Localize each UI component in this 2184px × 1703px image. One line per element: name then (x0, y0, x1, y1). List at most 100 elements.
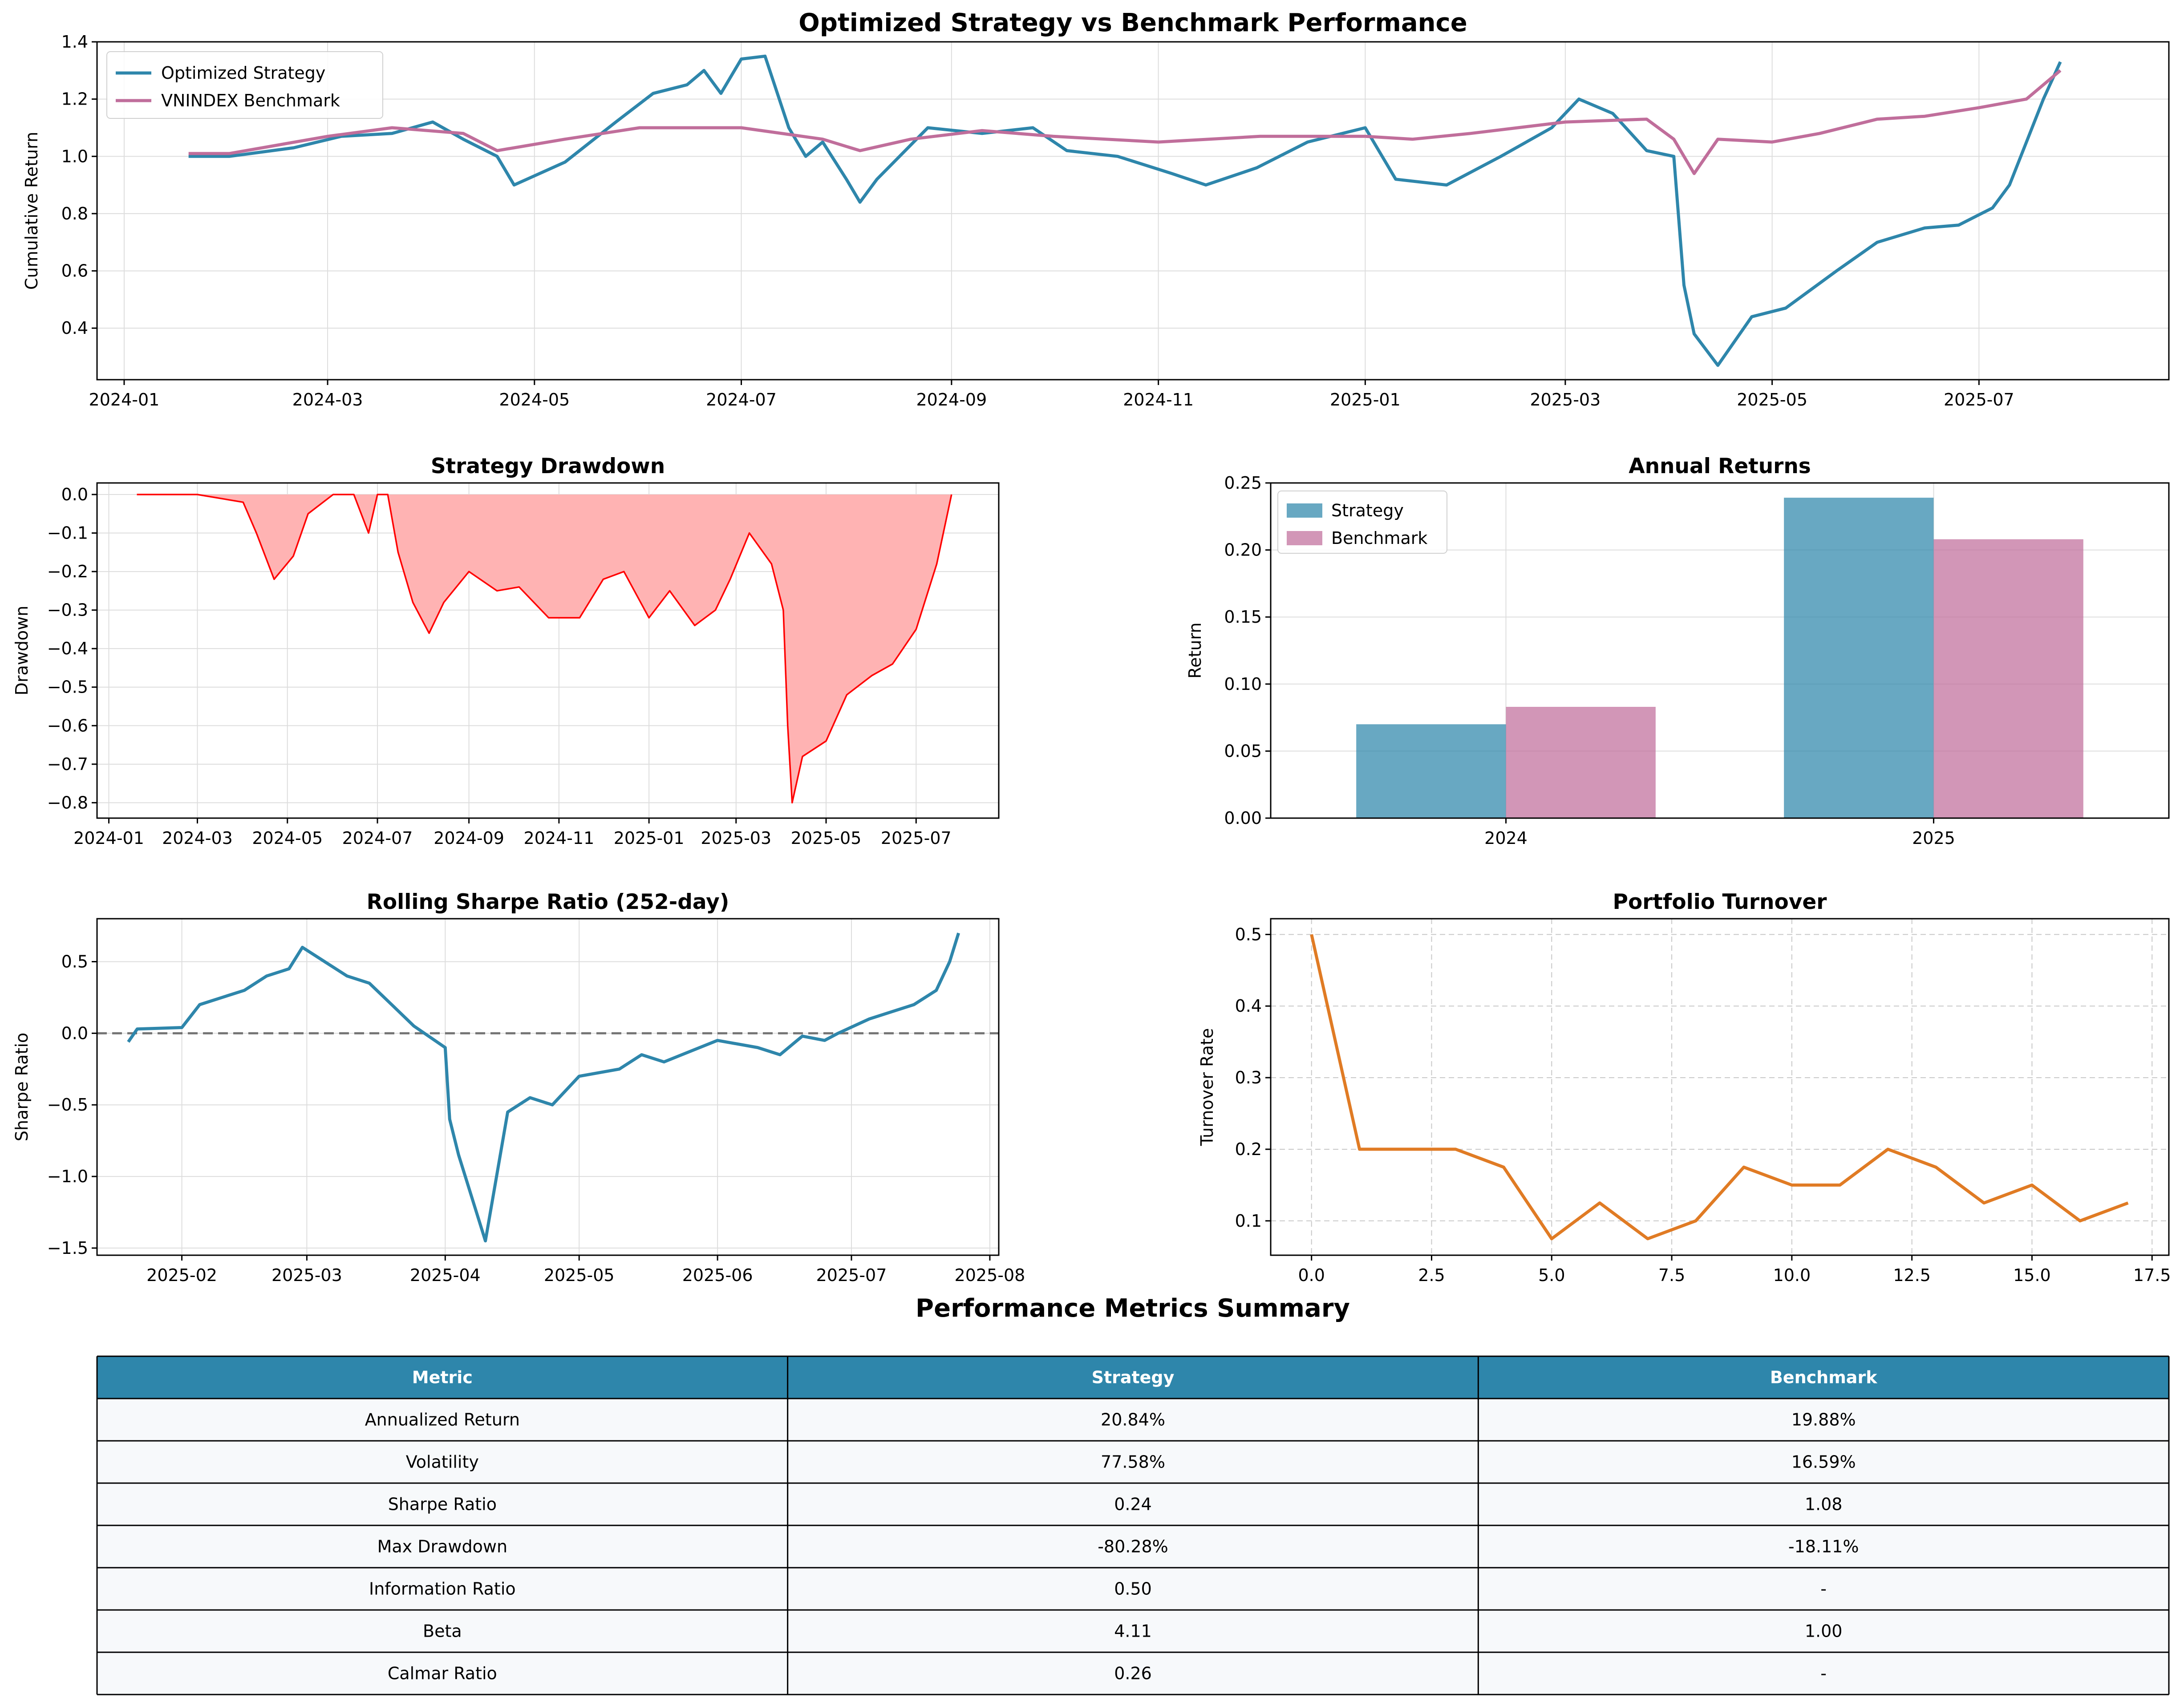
turnover-frame (1270, 918, 2170, 1256)
cumulative-ytick-label: 1.2 (61, 89, 88, 109)
annual-ytick-label: 0.15 (1224, 607, 1262, 627)
table-cell: 1.08 (1805, 1495, 1843, 1514)
table-cell: Volatility (406, 1452, 479, 1472)
table-row: Max Drawdown -80.28% -18.11% (97, 1525, 2169, 1568)
table-row-bg (97, 1399, 2169, 1441)
drawdown-ytick-label: −0.3 (47, 600, 88, 620)
bar-benchmark-2025 (1933, 539, 2083, 818)
drawdown-xtick-label: 2024-11 (523, 828, 594, 848)
table-row: Sharpe Ratio 0.24 1.08 (97, 1483, 2169, 1525)
drawdown-xtick-label: 2024-03 (162, 828, 233, 848)
cumulative-ytick-label: 1.0 (61, 146, 88, 166)
table-cell: -18.11% (1788, 1537, 1859, 1557)
turnover-xtick-label: 5.0 (1538, 1265, 1565, 1285)
cumulative-xtick-label: 2025-03 (1530, 390, 1601, 410)
table-header (97, 1356, 2169, 1399)
turnover-xtick-label: 7.5 (1658, 1265, 1685, 1285)
legend-swatch (1287, 531, 1322, 545)
sharpe-frame (96, 918, 1000, 1256)
cumulative-ytick-label: 0.4 (61, 318, 88, 338)
turnover-xtick-label: 12.5 (1893, 1265, 1931, 1285)
sharpe-ytick-label: 0.5 (61, 952, 88, 972)
bar-benchmark-2024 (1506, 707, 1656, 818)
drawdown-xtick-label: 2025-01 (614, 828, 685, 848)
table-row: Volatility 77.58% 16.59% (97, 1441, 2169, 1483)
sharpe-xtick-label: 2025-07 (816, 1265, 887, 1285)
sharpe-ylabel: Sharpe Ratio (12, 1033, 32, 1141)
cumulative-xtick-label: 2024-03 (292, 390, 363, 410)
table-cell: 0.50 (1114, 1579, 1152, 1599)
drawdown-area (137, 494, 952, 803)
drawdown-ytick-label: −0.8 (47, 793, 88, 812)
cumulative-frame (96, 41, 2170, 381)
table-cell: 20.84% (1101, 1410, 1165, 1430)
drawdown-ytick-label: −0.7 (47, 754, 88, 774)
cumulative-legend (106, 51, 383, 119)
table-cell: - (1820, 1664, 1827, 1683)
sharpe-ytick-label: −0.5 (47, 1095, 88, 1115)
cumulative-xtick-label: 2025-05 (1737, 390, 1807, 410)
table-cell: Annualized Return (365, 1410, 520, 1430)
sharpe-xtick-label: 2025-02 (146, 1265, 217, 1285)
drawdown-xtick-label: 2024-05 (252, 828, 323, 848)
cumulative-xtick-label: 2024-05 (499, 390, 570, 410)
drawdown-line (137, 494, 952, 804)
cumulative-xtick-label: 2025-01 (1330, 390, 1401, 410)
table-cell: 4.11 (1114, 1622, 1152, 1641)
table-row: Calmar Ratio 0.26 - (97, 1652, 2169, 1695)
annual-ytick-label: 0.00 (1224, 808, 1262, 828)
metrics-title: Performance Metrics Summary (916, 1294, 1350, 1323)
annual-ytick-label: 0.20 (1224, 540, 1262, 560)
sharpe-xtick-label: 2025-03 (271, 1265, 342, 1285)
table-row-bg (97, 1483, 2169, 1525)
table-row: Beta 4.11 1.00 (97, 1610, 2169, 1652)
annual-ytick-label: 0.10 (1224, 674, 1262, 694)
table-cell: Calmar Ratio (388, 1664, 497, 1683)
table-cell: Information Ratio (369, 1579, 516, 1599)
cumulative-ytick-label: 1.4 (61, 32, 88, 52)
turnover-ytick-label: 0.1 (1235, 1211, 1262, 1231)
bar-strategy-2025 (1784, 498, 1934, 818)
cumulative-xtick-label: 2024-07 (706, 390, 777, 410)
drawdown-xtick-label: 2025-05 (791, 828, 862, 848)
cumulative-xtick-label: 2024-01 (89, 390, 160, 410)
turnover-ylabel: Turnover Rate (1197, 1028, 1217, 1147)
sharpe-ytick-label: −1.0 (47, 1167, 88, 1186)
sharpe-xtick-label: 2025-05 (544, 1265, 615, 1285)
table-cell: 19.88% (1791, 1410, 1856, 1430)
drawdown-ylabel: Drawdown (12, 606, 32, 696)
drawdown-ytick-label: −0.1 (47, 523, 88, 543)
table-cell: 1.00 (1805, 1622, 1843, 1641)
legend-label: Benchmark (1331, 528, 1427, 548)
table-cell: Max Drawdown (377, 1537, 507, 1557)
legend-label: Optimized Strategy (161, 63, 325, 83)
table-row: Annualized Return 20.84% 19.88% (97, 1399, 2169, 1441)
sharpe-ytick-label: 0.0 (61, 1023, 88, 1043)
annual-panel: 0.00 0.05 0.10 0.15 0.20 0.25 Annual Returns Re… (1185, 454, 2170, 848)
drawdown-panel: 0.0 −0.1 −0.2 −0.3 −0.4 −0.5 −0.6 −0.7 −0.8 2024-… (12, 454, 1000, 848)
cumulative-xtick-label: 2024-11 (1123, 390, 1194, 410)
cumulative-ytick-label: 0.6 (61, 261, 88, 281)
turnover-line (1310, 934, 2129, 1241)
sharpe-title: Rolling Sharpe Ratio (252-day) (367, 890, 729, 914)
cumulative-title: Optimized Strategy vs Benchmark Performa… (798, 8, 1467, 37)
bar-strategy-2024 (1356, 724, 1506, 818)
drawdown-ytick-label: −0.6 (47, 716, 88, 735)
turnover-xtick-label: 15.0 (2013, 1265, 2051, 1285)
benchmark-line (188, 69, 2062, 175)
drawdown-xtick-label: 2024-01 (73, 828, 144, 848)
turnover-ytick-label: 0.3 (1235, 1068, 1262, 1087)
legend-swatch (1287, 503, 1322, 518)
drawdown-ytick-label: −0.4 (47, 639, 88, 658)
annual-title: Annual Returns (1629, 454, 1811, 478)
legend-label: Strategy (1331, 501, 1404, 520)
sharpe-ytick-label: −1.5 (47, 1238, 88, 1258)
turnover-xtick-label: 2.5 (1418, 1265, 1445, 1285)
drawdown-ytick-label: −0.2 (47, 562, 88, 581)
drawdown-xtick-label: 2024-07 (342, 828, 413, 848)
table-cell: Sharpe Ratio (388, 1495, 497, 1514)
table-row-bg (97, 1568, 2169, 1610)
sharpe-xtick-label: 2025-04 (410, 1265, 481, 1285)
cumulative-panel: 0.4 0.6 0.8 1.0 1.2 1.4 2024-01 2024-03 2024-05 2… (22, 8, 2170, 410)
